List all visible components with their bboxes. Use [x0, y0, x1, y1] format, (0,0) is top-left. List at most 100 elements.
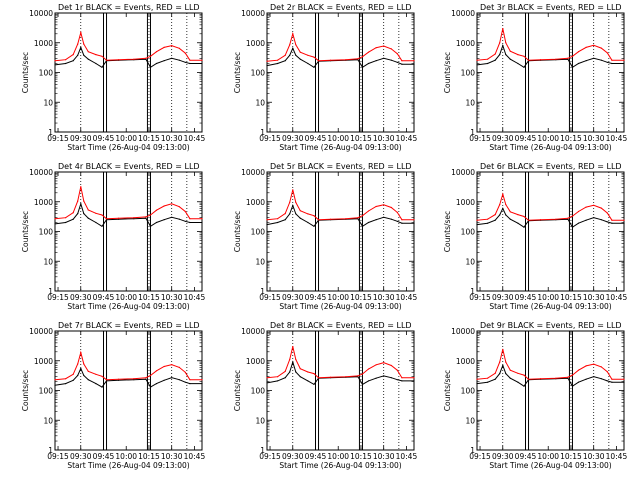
data-point-lld: [600, 207, 602, 209]
data-point-events: [95, 221, 97, 224]
data-point-lld: [527, 59, 530, 61]
data-point-events: [184, 61, 186, 63]
data-point-events: [383, 216, 385, 218]
data-point-events: [77, 54, 79, 56]
data-point-lld: [527, 378, 530, 380]
data-point-lld: [611, 59, 613, 61]
data-point-events: [567, 218, 569, 220]
plot-frame: [266, 12, 415, 133]
data-point-lld: [289, 358, 291, 361]
data-point-events: [494, 378, 496, 380]
data-point-events: [65, 62, 67, 65]
data-point-lld: [284, 213, 286, 215]
data-point-events: [289, 371, 291, 373]
data-point-lld: [577, 210, 580, 213]
data-point-events: [502, 364, 504, 366]
data-point-lld: [375, 47, 377, 49]
data-point-events: [571, 66, 574, 68]
data-point-lld: [145, 377, 147, 379]
data-point-events: [390, 218, 392, 220]
data-point-lld: [155, 370, 158, 372]
data-point-lld: [396, 369, 398, 371]
x-axis-label: Start Time (26-Aug-04 09:13:00): [489, 302, 611, 311]
x-tick-label: 10:00: [327, 452, 349, 461]
data-point-lld: [476, 219, 478, 221]
data-point-lld: [540, 219, 542, 221]
y-tick-label: 100: [251, 69, 266, 78]
data-point-events: [149, 66, 152, 68]
x-tick-label: 09:15: [469, 293, 491, 302]
y-axis-label: Counts/sec: [443, 211, 452, 252]
y-tick-label: 100: [251, 228, 266, 237]
data-point-events: [178, 59, 180, 61]
data-point-lld: [184, 210, 186, 213]
series-line-lld: [266, 31, 414, 62]
data-point-events: [585, 378, 587, 380]
data-point-lld: [295, 358, 297, 361]
y-tick-label: 1: [48, 287, 53, 296]
x-tick-label: 09:45: [305, 452, 327, 461]
data-point-lld: [361, 373, 364, 375]
data-point-lld: [509, 369, 511, 371]
data-point-lld: [54, 60, 56, 62]
data-point-events: [509, 218, 511, 220]
y-tick-label: 1: [260, 287, 265, 296]
data-point-events: [133, 379, 135, 381]
data-point-lld: [284, 54, 286, 56]
data-point-events: [155, 383, 158, 385]
x-tick-label: 09:30: [282, 293, 304, 302]
data-point-lld: [118, 59, 120, 61]
data-point-events: [505, 214, 507, 216]
y-tick-label: 10: [465, 98, 475, 107]
y-tick-label: 10000: [451, 327, 475, 336]
data-point-events: [65, 221, 67, 224]
data-point-lld: [105, 379, 108, 381]
y-tick-label: 10: [465, 416, 475, 425]
data-point-events: [367, 380, 370, 382]
data-point-lld: [80, 186, 82, 188]
y-tick-label: 1: [470, 128, 475, 137]
x-tick-label: 09:45: [515, 452, 537, 461]
data-point-lld: [523, 374, 525, 376]
data-point-lld: [87, 51, 89, 53]
data-point-events: [517, 222, 519, 224]
data-point-lld: [585, 365, 587, 367]
data-point-lld: [95, 373, 97, 375]
y-tick-label: 1: [260, 128, 265, 137]
data-point-lld: [317, 377, 320, 379]
series-line-events: [266, 47, 414, 68]
y-tick-label: 1000: [34, 39, 53, 48]
data-point-events: [72, 379, 74, 381]
data-point-lld: [571, 215, 574, 217]
data-point-lld: [313, 373, 315, 375]
data-point-events: [611, 381, 613, 383]
y-tick-label: 100: [461, 69, 476, 78]
data-point-events: [295, 213, 297, 215]
data-point-events: [413, 380, 415, 382]
data-point-lld: [292, 189, 294, 191]
series-line-events: [476, 207, 624, 228]
y-tick-label: 1000: [246, 198, 265, 207]
data-point-events: [292, 47, 294, 49]
data-point-events: [307, 62, 309, 65]
data-point-lld: [487, 377, 489, 379]
data-point-lld: [585, 46, 587, 49]
data-point-lld: [367, 51, 370, 53]
data-point-events: [87, 217, 89, 219]
data-point-lld: [517, 214, 519, 216]
y-tick-label: 1: [470, 287, 475, 296]
data-point-lld: [555, 377, 557, 379]
data-point-events: [189, 383, 191, 385]
x-tick-label: 10:00: [327, 134, 349, 143]
data-point-events: [623, 381, 625, 383]
panel-2: Det 2r BLACK = Events, RED = LLD 1 10 100 10…: [233, 3, 417, 152]
data-point-events: [476, 64, 478, 66]
data-point-lld: [390, 206, 392, 209]
data-point-events: [178, 379, 180, 381]
data-point-events: [505, 54, 507, 56]
x-tick-label: 10:30: [583, 452, 605, 461]
x-axis-label: Start Time (26-Aug-04 09:13:00): [67, 143, 189, 152]
data-point-lld: [101, 55, 103, 57]
data-point-lld: [149, 55, 152, 57]
y-tick-label: 1000: [34, 357, 53, 366]
